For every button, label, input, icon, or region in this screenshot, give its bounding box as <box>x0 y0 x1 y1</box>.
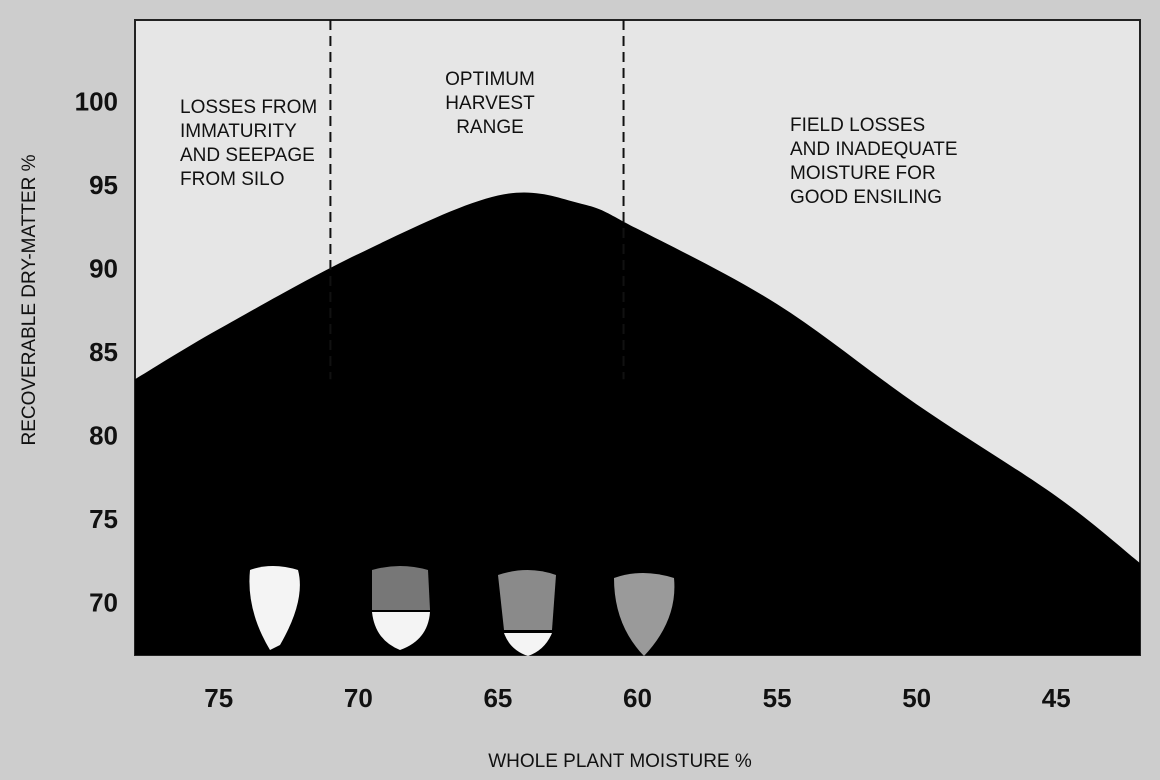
annotation: FROM SILO <box>180 169 285 190</box>
annotation: GOOD ENSILING <box>790 187 942 208</box>
y-tick-label: 70 <box>89 588 118 618</box>
annotation: AND INADEQUATE <box>790 139 958 160</box>
kernel-icon <box>498 570 556 630</box>
kernel-icon <box>614 573 675 656</box>
annotation: LOSSES FROM <box>180 97 317 118</box>
annotation: IMMATURITY <box>180 121 297 142</box>
annotation: AND SEEPAGE <box>180 145 315 166</box>
kernel-icon <box>372 566 430 610</box>
x-tick-label: 55 <box>763 683 792 713</box>
y-axis-title: RECOVERABLE DRY-MATTER % <box>19 154 40 445</box>
annotation: FIELD LOSSES <box>790 115 925 136</box>
kernels <box>249 566 675 656</box>
y-tick-label: 85 <box>89 337 118 367</box>
x-tick-label: 50 <box>902 683 931 713</box>
annotation: HARVEST <box>445 93 535 114</box>
y-tick-label: 90 <box>89 254 118 284</box>
x-tick-label: 65 <box>483 683 512 713</box>
kernel-icon <box>372 612 430 650</box>
y-tick-label: 75 <box>89 504 118 534</box>
area <box>135 192 1140 656</box>
annotation: RANGE <box>456 117 524 138</box>
y-tick-label: 95 <box>89 170 118 200</box>
y-tick-label: 100 <box>75 86 118 116</box>
x-tick-label: 60 <box>623 683 652 713</box>
kernel-icon <box>249 566 300 650</box>
x-axis-title: WHOLE PLANT MOISTURE % <box>488 751 752 772</box>
plot: 75 70 65 60 55 50 45 70 75 80 85 90 95 100 LOSSES FROM… <box>75 20 1140 713</box>
x-tick-label: 75 <box>204 683 233 713</box>
x-tick-label: 45 <box>1042 683 1071 713</box>
annotation: OPTIMUM <box>445 69 535 90</box>
kernel-icon <box>504 633 552 656</box>
x-tick-label: 70 <box>344 683 373 713</box>
annotation: MOISTURE FOR <box>790 163 936 184</box>
y-tick-label: 80 <box>89 421 118 451</box>
